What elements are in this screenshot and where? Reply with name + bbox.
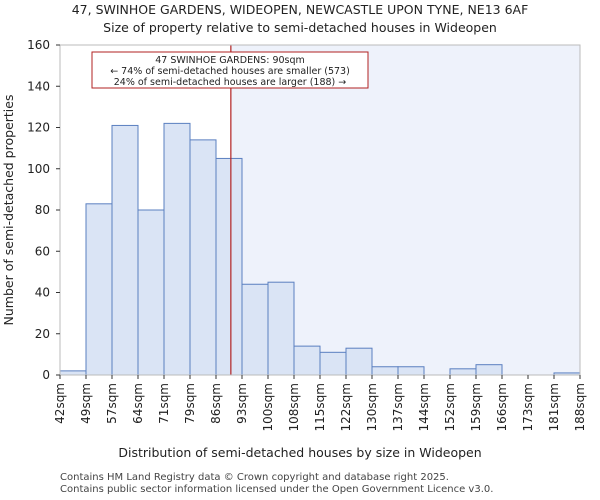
bar-137sqm: [397, 366, 425, 376]
x-tick-label-49sqm: 49sqm: [79, 383, 93, 424]
bar-71sqm: [163, 122, 191, 376]
x-tick-label-57sqm: 57sqm: [105, 383, 119, 424]
annotation-line-1: 47 SWINHOE GARDENS: 90sqm: [155, 55, 305, 66]
x-tick-label-115sqm: 115sqm: [313, 383, 327, 431]
x-tick-label-152sqm: 152sqm: [443, 383, 457, 431]
bar-122sqm: [345, 347, 373, 376]
annotation-line-3: 24% of semi-detached houses are larger (…: [114, 77, 347, 88]
footer-line-2: Contains public sector information licen…: [60, 484, 494, 495]
y-tick-label-160: 160: [27, 38, 50, 52]
x-tick-label-173sqm: 173sqm: [521, 383, 535, 431]
y-tick-label-100: 100: [27, 162, 50, 176]
x-tick-label-79sqm: 79sqm: [183, 383, 197, 424]
x-tick-label-100sqm: 100sqm: [261, 383, 275, 431]
bar-57sqm: [111, 124, 139, 376]
bar-86sqm: [215, 157, 243, 376]
footer-line-1: Contains HM Land Registry data © Crown c…: [60, 472, 449, 483]
chart-title: 47, SWINHOE GARDENS, WIDEOPEN, NEWCASTLE…: [71, 2, 529, 17]
bar-108sqm: [293, 345, 321, 376]
x-tick-label-181sqm: 181sqm: [547, 383, 561, 431]
x-tick-label-137sqm: 137sqm: [391, 383, 405, 431]
y-tick-label-60: 60: [35, 244, 50, 258]
bar-79sqm: [189, 139, 217, 376]
bar-152sqm: [449, 368, 477, 376]
x-tick-label-108sqm: 108sqm: [287, 383, 301, 431]
bar-64sqm: [137, 209, 165, 376]
bar-93sqm: [241, 283, 269, 376]
y-tick-label-120: 120: [27, 121, 50, 135]
bar-115sqm: [319, 351, 347, 376]
bar-159sqm: [475, 364, 503, 376]
bar-130sqm: [371, 366, 399, 376]
x-tick-label-64sqm: 64sqm: [131, 383, 145, 424]
annotation-line-2: ← 74% of semi-detached houses are smalle…: [110, 66, 350, 77]
y-tick-label-0: 0: [42, 368, 50, 382]
bar-100sqm: [267, 281, 295, 376]
x-tick-label-93sqm: 93sqm: [235, 383, 249, 424]
y-axis-label: Number of semi-detached properties: [1, 95, 16, 326]
y-tick-label-80: 80: [35, 203, 50, 217]
x-tick-label-188sqm: 188sqm: [573, 383, 587, 431]
y-tick-label-40: 40: [35, 286, 50, 300]
x-tick-label-166sqm: 166sqm: [495, 383, 509, 431]
x-tick-label-71sqm: 71sqm: [157, 383, 171, 424]
x-tick-label-130sqm: 130sqm: [365, 383, 379, 431]
x-tick-label-159sqm: 159sqm: [469, 383, 483, 431]
y-tick-label-140: 140: [27, 79, 50, 93]
x-tick-label-42sqm: 42sqm: [53, 383, 67, 424]
x-tick-label-122sqm: 122sqm: [339, 383, 353, 431]
chart-subtitle: Size of property relative to semi-detach…: [103, 20, 497, 35]
x-tick-label-144sqm: 144sqm: [417, 383, 431, 431]
annotation-box: [91, 51, 369, 89]
y-tick-label-20: 20: [35, 327, 50, 341]
bar-42sqm: [59, 370, 87, 376]
x-axis-label: Distribution of semi-detached houses by …: [118, 445, 481, 460]
x-tick-label-86sqm: 86sqm: [209, 383, 223, 424]
bar-49sqm: [85, 203, 113, 376]
